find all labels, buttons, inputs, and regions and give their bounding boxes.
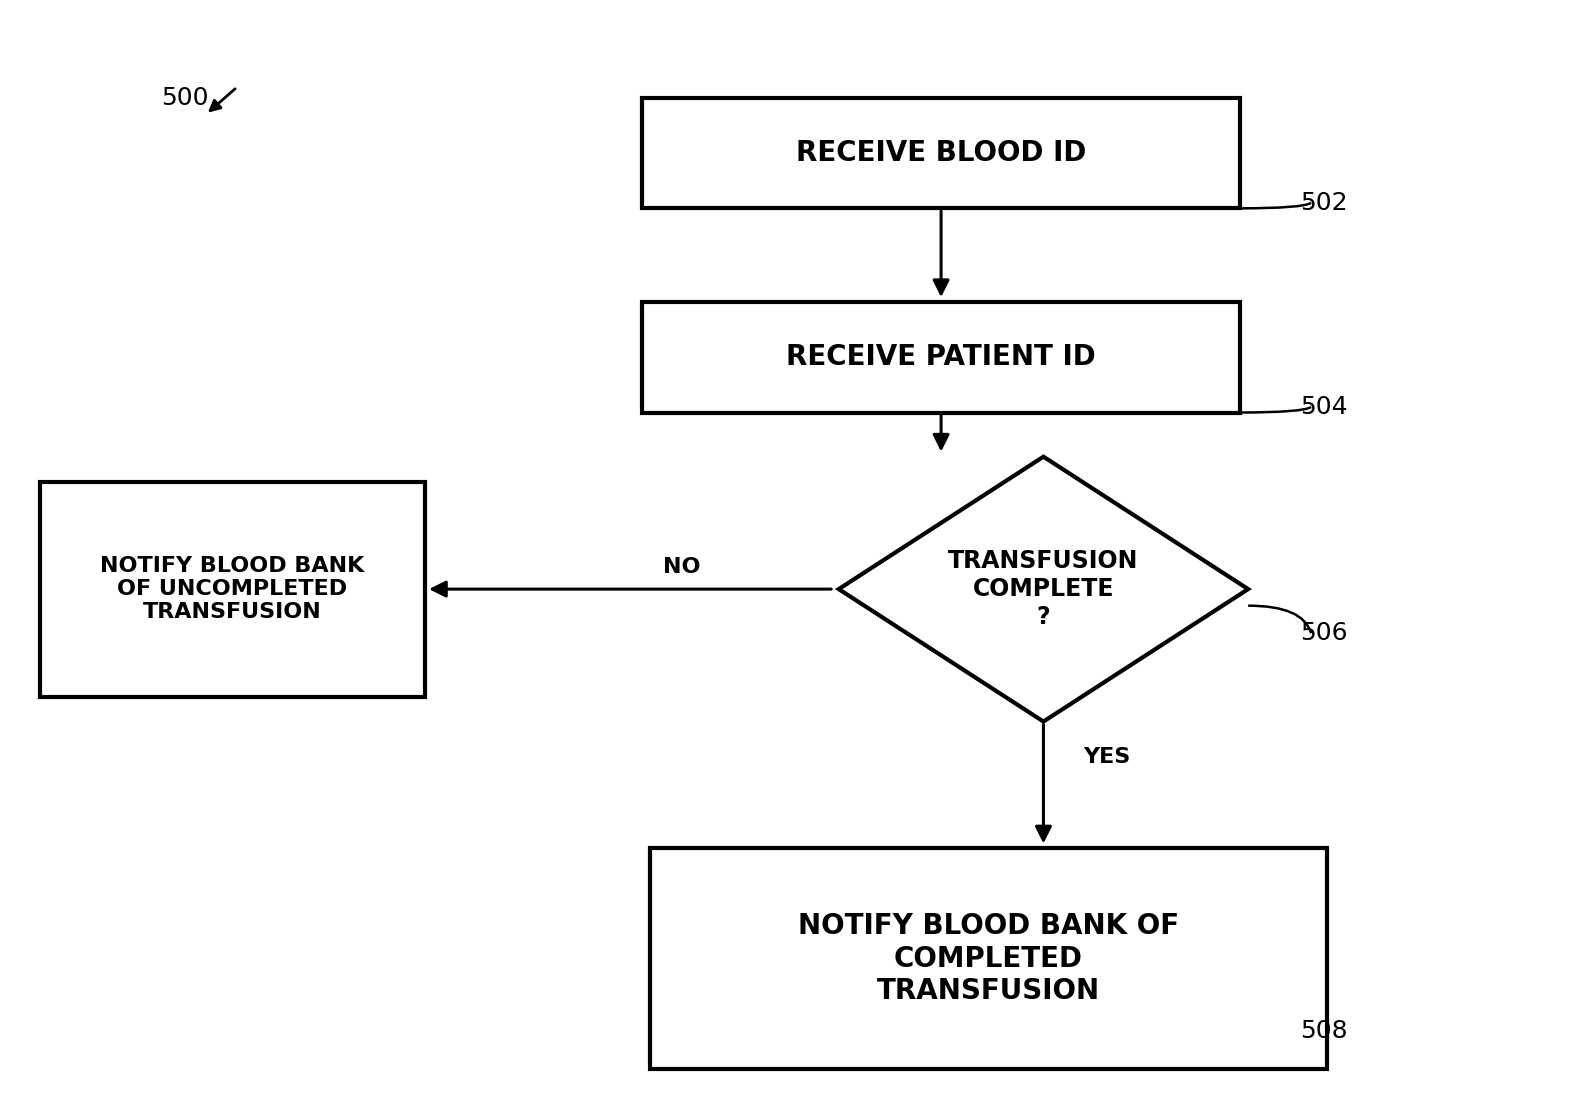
Text: TRANSFUSION
COMPLETE
?: TRANSFUSION COMPLETE ? [948,549,1138,629]
Text: RECEIVE BLOOD ID: RECEIVE BLOOD ID [796,139,1086,167]
Text: RECEIVE PATIENT ID: RECEIVE PATIENT ID [787,344,1095,371]
Text: NOTIFY BLOOD BANK
OF UNCOMPLETED
TRANSFUSION: NOTIFY BLOOD BANK OF UNCOMPLETED TRANSFU… [100,556,364,623]
Text: NO: NO [663,557,700,577]
Text: 502: 502 [1300,191,1347,215]
Text: 504: 504 [1300,395,1347,419]
Text: 500: 500 [161,86,209,110]
FancyBboxPatch shape [643,98,1239,208]
Text: 508: 508 [1300,1019,1347,1043]
FancyBboxPatch shape [40,481,426,697]
Polygon shape [839,457,1247,722]
Text: YES: YES [1083,747,1130,767]
FancyBboxPatch shape [649,848,1327,1070]
FancyBboxPatch shape [643,302,1239,413]
Text: 506: 506 [1300,622,1347,645]
Text: NOTIFY BLOOD BANK OF
COMPLETED
TRANSFUSION: NOTIFY BLOOD BANK OF COMPLETED TRANSFUSI… [798,913,1179,1005]
